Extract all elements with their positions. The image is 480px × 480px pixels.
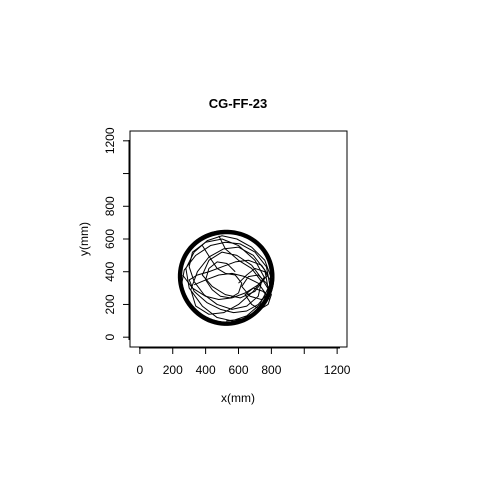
trajectory-layer (177, 229, 275, 326)
y-tick-label: 400 (103, 261, 117, 281)
y-tick-label: 600 (103, 229, 117, 249)
trajectory-path (182, 259, 269, 314)
trajectory-path (238, 267, 272, 310)
trajectory-path (188, 235, 271, 310)
x-tick-label: 200 (163, 363, 183, 377)
y-tick-label: 1200 (103, 127, 117, 154)
trajectory-path (201, 245, 243, 299)
x-axis-label: x(mm) (221, 391, 255, 405)
y-tick-label: 0 (103, 334, 117, 341)
y-ticks: 0 200 400 600 800 1200 (103, 127, 129, 341)
plot-area (129, 130, 348, 348)
plot-frame (129, 130, 348, 348)
y-tick-label: 800 (103, 196, 117, 216)
y-axis-label: y(mm) (77, 222, 91, 256)
chart-title: CG-FF-23 (209, 96, 268, 111)
x-axis: 0 200 400 600 800 1200 (137, 347, 351, 377)
x-ticks: 0 200 400 600 800 1200 (137, 348, 351, 377)
y-tick-label: 200 (103, 294, 117, 314)
x-tick-label: 800 (261, 363, 281, 377)
x-tick-label: 1200 (324, 363, 351, 377)
trajectory-path (180, 235, 272, 323)
y-axis: 0 200 400 600 800 1200 (103, 127, 130, 341)
x-tick-label: 600 (228, 363, 248, 377)
x-tick-label: 400 (196, 363, 216, 377)
arena-boundary-trace (177, 229, 275, 326)
x-tick-label: 0 (137, 363, 144, 377)
